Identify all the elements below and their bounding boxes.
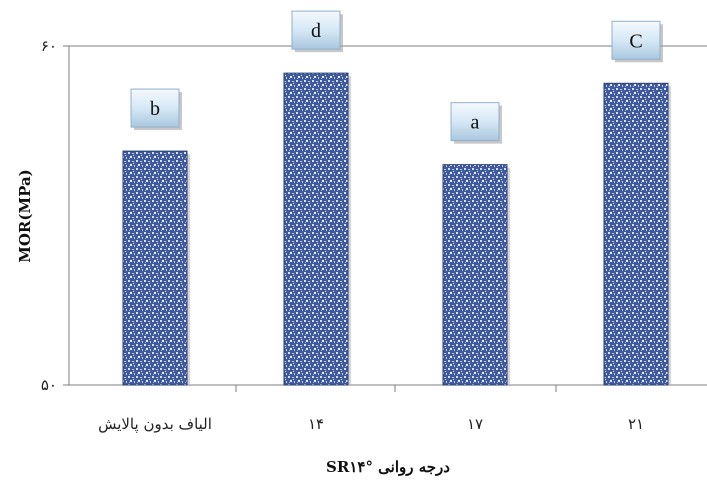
x-axis-title: درجه روانی SR۱۴° [326,458,450,476]
bar-group [122,72,671,386]
x-tick-group: الیاف بدون پالایش ۱۴ ۱۷ ۲۱ [98,385,644,433]
x-tick-label: الیاف بدون پالایش [98,415,212,433]
y-tick-label: ۵۰ [41,376,57,394]
bar [283,72,349,386]
bar [122,150,188,386]
significance-letter: b [150,98,160,120]
letter-box [130,88,180,128]
y-tick-group: ۵۰ ۶۰ [41,37,69,394]
letter-box [450,102,500,142]
x-tick-label: ۱۷ [467,415,483,433]
significance-letter: a [471,112,480,134]
y-tick-label: ۶۰ [41,37,57,55]
bar [603,82,669,386]
letter-box [291,10,341,50]
significance-letter: d [311,20,321,42]
bar [442,164,508,386]
significance-letter-group: b d a C [130,10,663,144]
letter-box [611,20,661,60]
x-tick-label: ۱۴ [308,415,324,433]
significance-letter: C [629,30,642,52]
y-axis-title: MOR(MPa) [16,169,34,263]
x-tick-label: ۲۱ [628,415,644,433]
